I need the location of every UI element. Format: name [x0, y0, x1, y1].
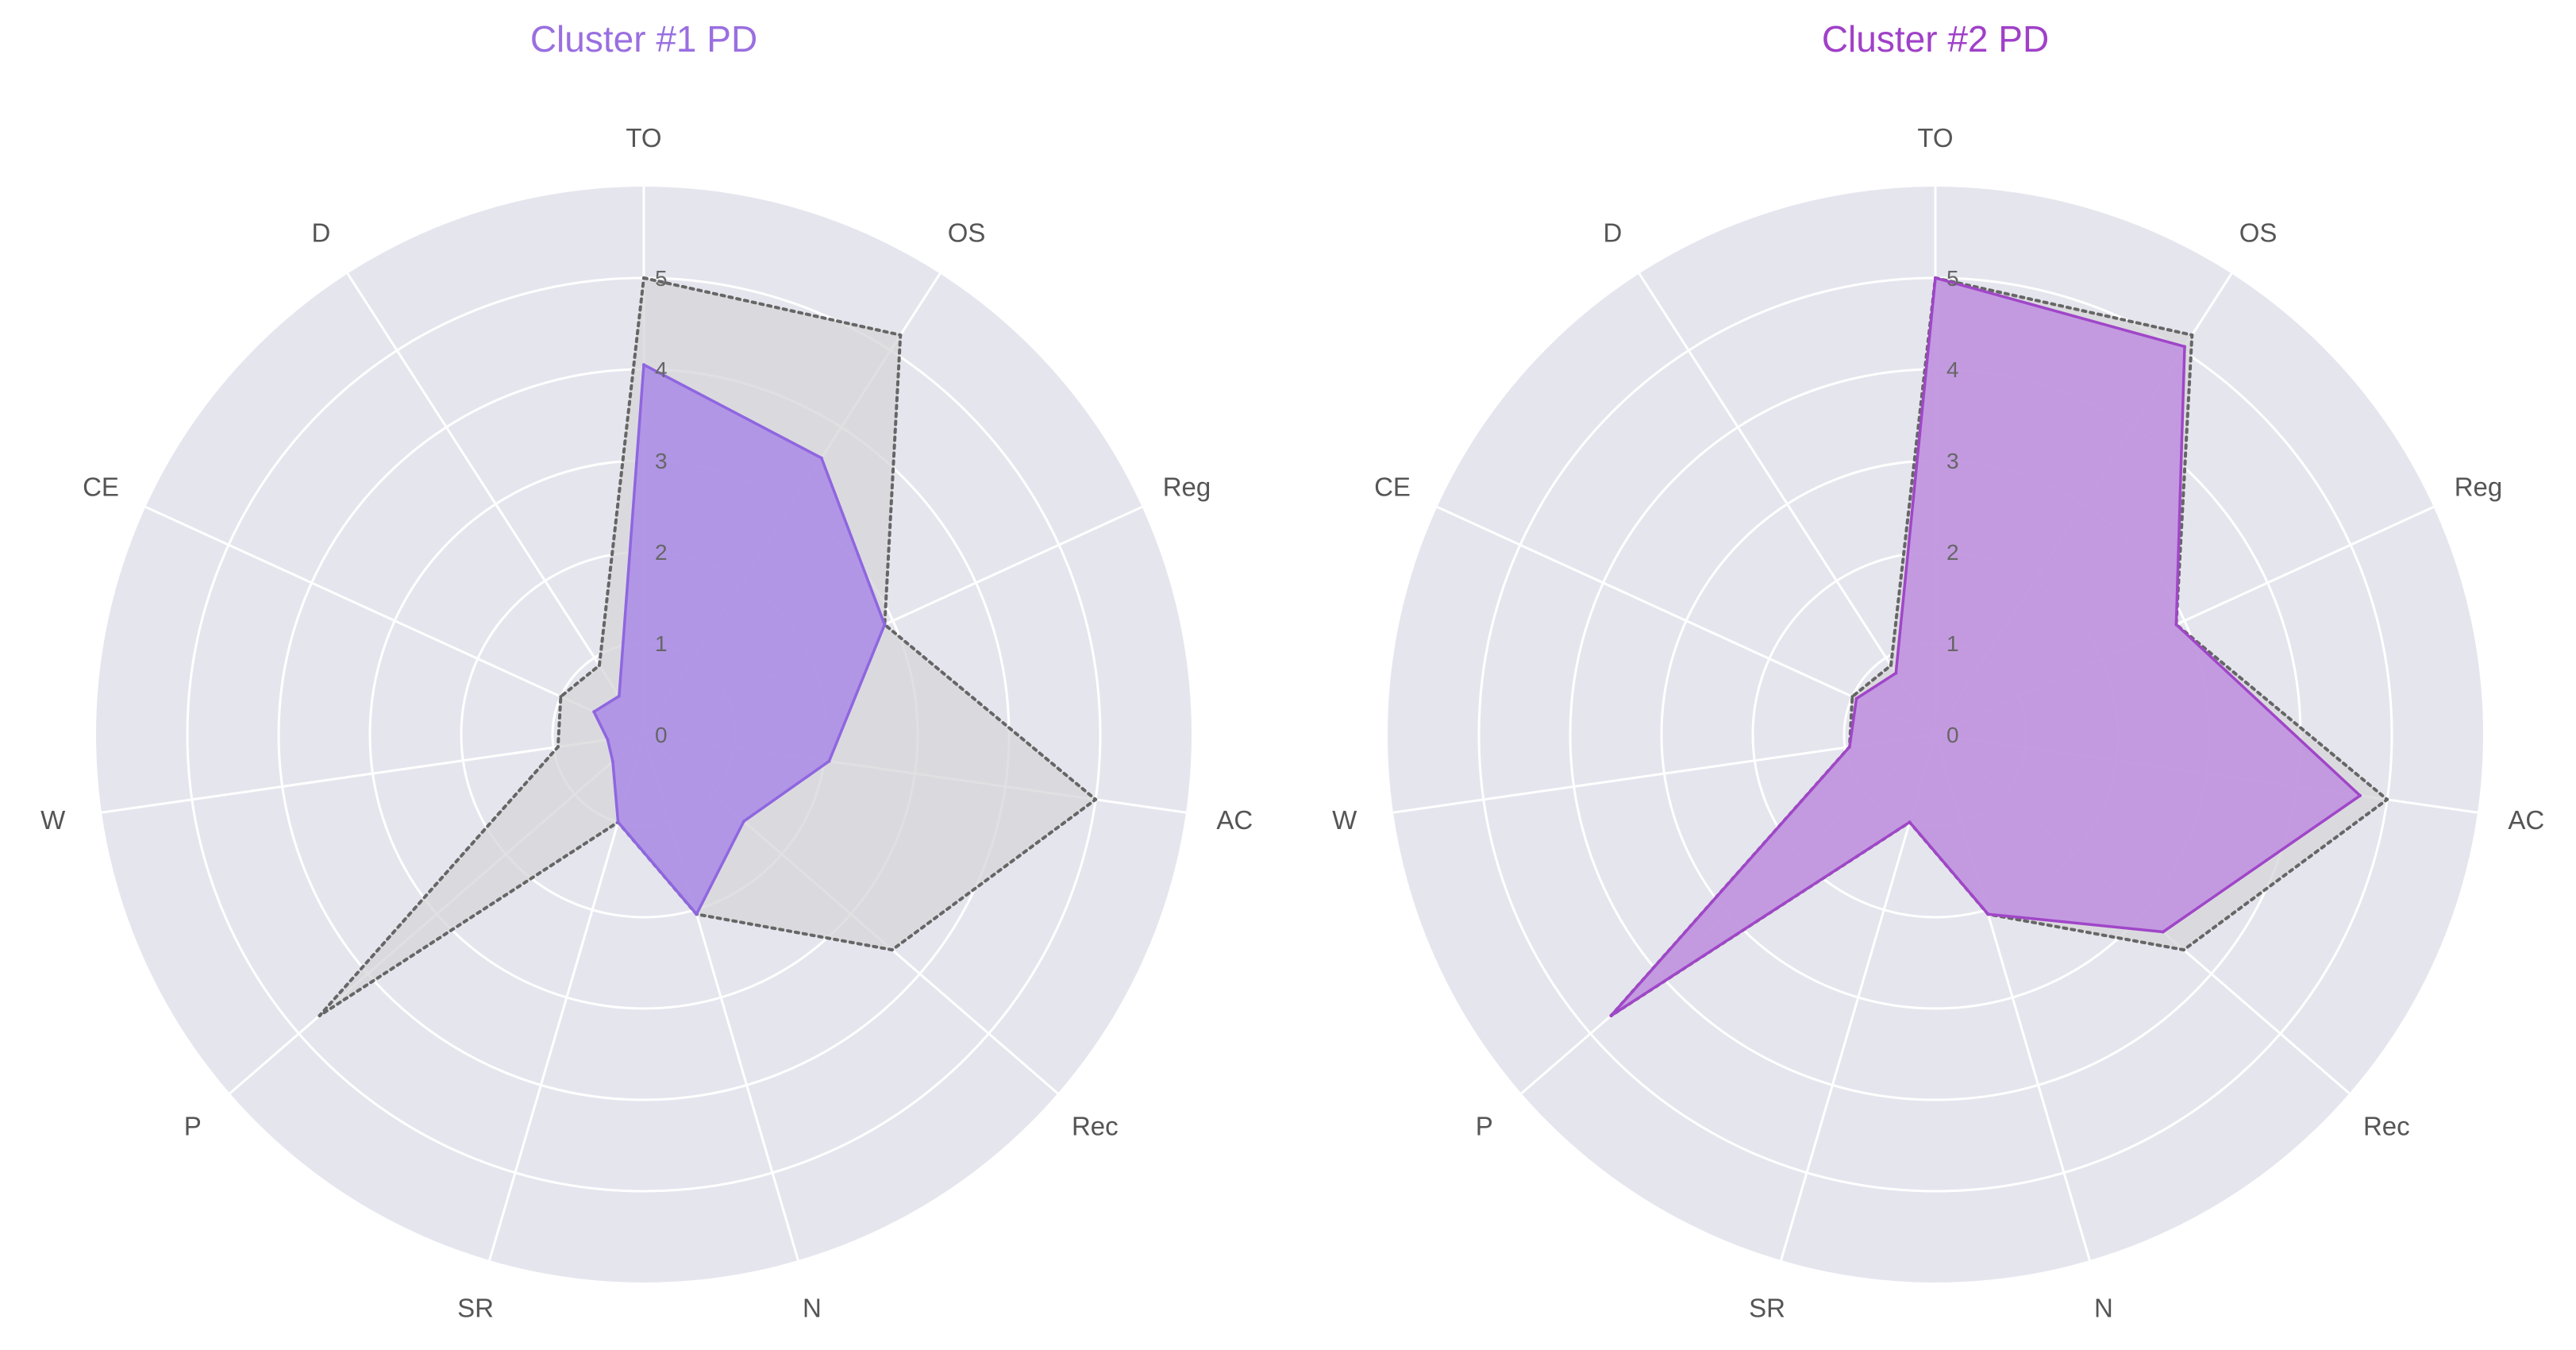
- category-label: D: [311, 218, 330, 247]
- category-label: OS: [948, 218, 986, 247]
- radial-tick-label: 2: [1946, 540, 1959, 565]
- chart-title: Cluster #2 PD: [1822, 18, 2049, 60]
- category-label: TO: [626, 123, 661, 152]
- data-point: [827, 759, 831, 763]
- data-point: [642, 363, 645, 367]
- data-point: [1894, 671, 1898, 675]
- category-label: CE: [1374, 472, 1411, 502]
- radial-tick-label: 3: [1946, 449, 1959, 473]
- category-label: P: [1476, 1112, 1493, 1141]
- data-point: [616, 820, 620, 824]
- data-point: [2181, 948, 2185, 952]
- radial-tick-label: 0: [1946, 723, 1959, 747]
- category-label: N: [2094, 1294, 2113, 1323]
- radial-tick-label: 4: [1946, 357, 1959, 382]
- category-label: N: [803, 1294, 822, 1323]
- data-point: [1986, 912, 1990, 916]
- data-point: [1934, 276, 1937, 280]
- data-point: [2161, 930, 2165, 934]
- data-point: [890, 948, 894, 952]
- radial-tick-label: 3: [655, 449, 668, 473]
- data-point: [2183, 345, 2186, 349]
- spoke-line: [1638, 272, 1937, 735]
- series-area: [592, 363, 887, 916]
- data-point: [2174, 623, 2178, 627]
- data-point: [1094, 797, 1098, 801]
- data-point: [617, 694, 621, 698]
- spoke-line: [346, 272, 645, 735]
- data-point: [742, 820, 745, 824]
- category-label: W: [40, 805, 66, 835]
- data-point: [610, 759, 614, 763]
- category-label: AC: [2508, 805, 2544, 835]
- data-point: [1908, 820, 1912, 824]
- data-point: [1847, 745, 1851, 749]
- category-label: TO: [1917, 123, 1953, 152]
- data-point: [559, 695, 563, 699]
- category-label: Rec: [1072, 1112, 1119, 1141]
- data-point: [318, 1014, 322, 1017]
- data-point: [592, 710, 596, 714]
- category-label: SR: [1749, 1294, 1785, 1323]
- category-label: Rec: [2363, 1112, 2410, 1141]
- category-label: W: [1332, 805, 1357, 835]
- radial-tick-label: 4: [655, 357, 668, 382]
- radial-tick-label: 0: [655, 723, 668, 747]
- category-label: AC: [1216, 805, 1253, 835]
- category-label: CE: [83, 472, 119, 502]
- data-point: [1854, 696, 1858, 700]
- category-label: P: [184, 1112, 202, 1141]
- radial-tick-label: 5: [1946, 266, 1959, 291]
- data-point: [883, 623, 887, 627]
- radial-tick-label: 2: [655, 540, 668, 565]
- category-label: OS: [2239, 218, 2278, 247]
- category-label: SR: [457, 1294, 494, 1323]
- data-point: [642, 276, 645, 280]
- data-point: [556, 745, 560, 749]
- radial-tick-label: 5: [655, 266, 668, 291]
- radial-tick-label: 1: [1946, 631, 1959, 656]
- data-point: [819, 456, 823, 460]
- spoke-line: [101, 733, 645, 814]
- radial-tick-label: 1: [655, 631, 668, 656]
- data-point: [2385, 797, 2389, 801]
- data-point: [1850, 695, 1854, 699]
- chart-title: Cluster #1 PD: [530, 18, 757, 60]
- radar-chart-2: 0 1 2 3 4 5 TO OS Reg AC Rec N SR P W CE D Cluster #2 PD: [1332, 18, 2544, 1323]
- spoke-line: [1392, 733, 1936, 814]
- data-point: [695, 912, 699, 916]
- data-point: [2190, 333, 2194, 337]
- data-point: [1889, 663, 1893, 667]
- category-label: Reg: [1163, 472, 1211, 502]
- data-point: [606, 738, 610, 742]
- data-point: [1609, 1014, 1613, 1017]
- series-area: [1609, 276, 2362, 1017]
- category-label: Reg: [2455, 472, 2503, 502]
- data-point: [899, 333, 903, 337]
- category-label: D: [1603, 218, 1622, 247]
- data-point: [2358, 793, 2362, 797]
- radar-chart-1: 0 1 2 3 4 5 TO OS Reg AC Rec N SR P W CE D Cluster #1 PD: [40, 18, 1253, 1323]
- data-point: [598, 663, 601, 667]
